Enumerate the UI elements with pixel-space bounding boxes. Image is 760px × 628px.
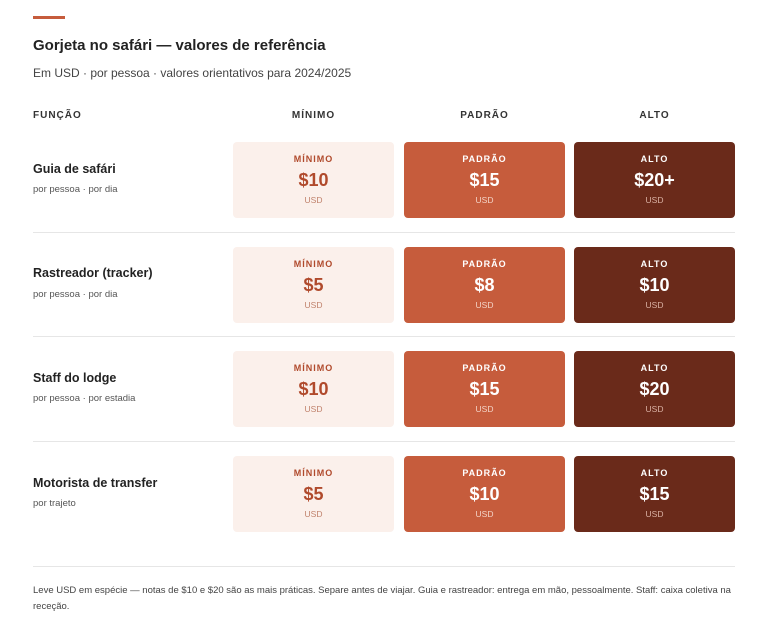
column-header-min: MÍNIMO bbox=[291, 110, 336, 121]
tip-amount: $20 bbox=[639, 379, 670, 399]
tip-amount: $10 bbox=[298, 379, 329, 399]
tip-currency: USD bbox=[475, 404, 494, 414]
role-note: por pessoa · por dia bbox=[33, 184, 118, 195]
tip-card-high: ALTO $10 USD bbox=[574, 247, 735, 323]
tip-level-label: ALTO bbox=[640, 468, 669, 478]
tip-level-label: PADRÃO bbox=[462, 259, 507, 269]
column-header-std: PADRÃO bbox=[460, 110, 509, 121]
tip-currency: USD bbox=[304, 404, 323, 414]
role-note: por pessoa · por estadia bbox=[33, 393, 136, 404]
tip-currency: USD bbox=[475, 300, 494, 310]
role-name: Guia de safári bbox=[33, 162, 116, 176]
accent-bar bbox=[33, 16, 65, 19]
tip-amount: $10 bbox=[298, 170, 329, 190]
tip-card-high: ALTO $15 USD bbox=[574, 456, 735, 532]
tip-currency: USD bbox=[475, 195, 494, 205]
tip-level-label: ALTO bbox=[640, 154, 669, 164]
tip-card-std: PADRÃO $10 USD bbox=[404, 456, 565, 532]
tip-currency: USD bbox=[645, 300, 664, 310]
page-subtitle: Em USD · por pessoa · valores orientativ… bbox=[33, 66, 352, 80]
tip-level-label: PADRÃO bbox=[462, 363, 507, 373]
column-header-role: FUNÇÃO bbox=[33, 110, 82, 121]
role-name: Staff do lodge bbox=[33, 371, 117, 385]
tip-currency: USD bbox=[304, 300, 323, 310]
tip-amount: $15 bbox=[469, 379, 500, 399]
role-name: Rastreador (tracker) bbox=[33, 266, 153, 280]
page-title: Gorjeta no safári — valores de referênci… bbox=[33, 37, 326, 54]
tip-level-label: PADRÃO bbox=[462, 154, 507, 164]
tip-card-high: ALTO $20+ USD bbox=[574, 142, 735, 218]
tip-level-label: MÍNIMO bbox=[293, 363, 334, 373]
footer-note: Leve USD em espécie — notas de $10 e $20… bbox=[33, 585, 731, 612]
tip-level-label: ALTO bbox=[640, 259, 669, 269]
tip-currency: USD bbox=[645, 404, 664, 414]
tip-currency: USD bbox=[645, 509, 664, 519]
role-name: Motorista de transfer bbox=[33, 476, 158, 490]
tip-amount: $5 bbox=[303, 275, 324, 295]
tip-card-std: PADRÃO $15 USD bbox=[404, 142, 565, 218]
tip-amount: $20+ bbox=[634, 170, 675, 190]
tip-currency: USD bbox=[304, 195, 323, 205]
tip-level-label: MÍNIMO bbox=[293, 468, 334, 478]
row-divider bbox=[33, 441, 735, 442]
tip-level-label: ALTO bbox=[640, 363, 669, 373]
row-divider bbox=[33, 336, 735, 337]
tip-currency: USD bbox=[304, 509, 323, 519]
tip-currency: USD bbox=[645, 195, 664, 205]
tip-level-label: MÍNIMO bbox=[293, 259, 334, 269]
tip-card-std: PADRÃO $8 USD bbox=[404, 247, 565, 323]
tip-amount: $15 bbox=[639, 484, 670, 504]
tip-card-std: PADRÃO $15 USD bbox=[404, 351, 565, 427]
tip-currency: USD bbox=[475, 509, 494, 519]
row-divider bbox=[33, 232, 735, 233]
footer-divider bbox=[33, 566, 735, 567]
role-note: por trajeto bbox=[33, 498, 76, 509]
role-note: por pessoa · por dia bbox=[33, 289, 118, 300]
tip-level-label: MÍNIMO bbox=[293, 154, 334, 164]
tip-amount: $8 bbox=[474, 275, 495, 295]
tip-amount: $5 bbox=[303, 484, 324, 504]
tip-amount: $10 bbox=[469, 484, 500, 504]
tip-card-min: MÍNIMO $5 USD bbox=[233, 456, 394, 532]
tip-amount: $15 bbox=[469, 170, 500, 190]
tip-level-label: PADRÃO bbox=[462, 468, 507, 478]
tip-card-min: MÍNIMO $10 USD bbox=[233, 142, 394, 218]
tip-card-high: ALTO $20 USD bbox=[574, 351, 735, 427]
tip-amount: $10 bbox=[639, 275, 670, 295]
tip-card-min: MÍNIMO $5 USD bbox=[233, 247, 394, 323]
tip-card-min: MÍNIMO $10 USD bbox=[233, 351, 394, 427]
column-header-high: ALTO bbox=[639, 110, 670, 121]
